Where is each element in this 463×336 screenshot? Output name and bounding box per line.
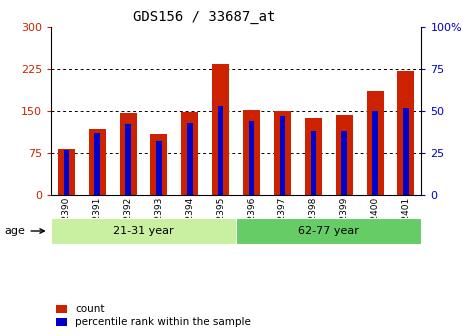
Bar — [156, 141, 162, 195]
Bar — [336, 115, 353, 195]
Text: 62-77 year: 62-77 year — [298, 226, 359, 236]
Bar — [274, 112, 291, 195]
Bar — [218, 106, 224, 195]
Bar — [280, 116, 285, 195]
Text: 21-31 year: 21-31 year — [113, 226, 174, 236]
Text: GDS156 / 33687_at: GDS156 / 33687_at — [132, 10, 275, 24]
Bar — [236, 218, 421, 244]
Bar — [311, 131, 316, 195]
Bar — [403, 108, 409, 195]
Bar — [243, 110, 260, 195]
Bar — [187, 123, 193, 195]
Bar — [150, 134, 168, 195]
Bar — [89, 129, 106, 195]
Bar — [341, 131, 347, 195]
Bar — [397, 71, 414, 195]
Text: age: age — [5, 226, 44, 236]
Bar — [58, 149, 75, 195]
Legend: count, percentile rank within the sample: count, percentile rank within the sample — [56, 304, 251, 327]
Bar — [119, 113, 137, 195]
Bar — [181, 112, 198, 195]
Bar — [94, 133, 100, 195]
Bar — [51, 218, 236, 244]
Bar — [63, 150, 69, 195]
Bar — [212, 64, 229, 195]
Bar — [367, 91, 383, 195]
Bar — [125, 124, 131, 195]
Bar — [249, 121, 254, 195]
Bar — [372, 111, 378, 195]
Bar — [305, 118, 322, 195]
